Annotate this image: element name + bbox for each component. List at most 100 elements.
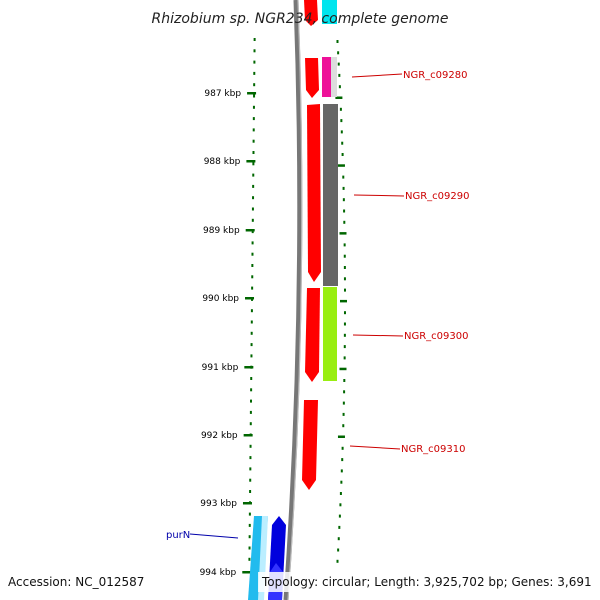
minor-tick [252,151,255,154]
tick-label: 991 kbp [202,363,239,373]
major-tick [245,297,255,300]
tick-label: 989 kbp [203,226,240,236]
minor-tick [250,309,253,313]
gene-feature-magenta [322,57,331,97]
tick-label: 994 kbp [200,568,237,578]
minor-tick [251,241,254,245]
outer-minor-tick [342,186,345,190]
outer-minor-tick [343,288,346,292]
gene-label-NGR_c09290: NGR_c09290 [405,191,470,202]
minor-tick [248,523,251,527]
gene-label-NGR_c09280: NGR_c09280 [403,70,468,81]
outer-minor-tick [340,130,343,134]
outer-major-tick [339,367,347,371]
outer-minor-tick [343,209,346,213]
gene-feature-light [331,57,337,97]
major-tick [242,571,252,574]
minor-tick [249,456,252,460]
minor-tick [251,286,254,290]
outer-minor-tick [342,401,345,405]
outer-minor-tick [343,345,346,349]
outer-minor-tick [339,492,342,495]
minor-tick [250,377,253,380]
minor-tick [250,354,253,358]
gene-label-NGR_c09300: NGR_c09300 [404,331,469,342]
outer-minor-tick [342,412,345,416]
minor-tick [252,162,255,166]
minor-tick [249,467,252,471]
outer-minor-tick [343,356,346,360]
major-tick [243,434,253,437]
gene-feature-cyan [322,0,337,24]
minor-tick [252,105,255,109]
outer-minor-tick [343,220,346,224]
cds-feature [304,0,318,26]
cds-feature [305,288,320,382]
minor-tick [252,173,255,177]
outer-minor-tick [337,62,340,66]
minor-tick [251,218,254,222]
minor-tick [251,264,254,267]
minor-tick [252,139,255,143]
tick-label: 987 kbp [204,89,241,99]
minor-tick [249,410,252,414]
minor-tick [253,38,256,41]
gene-feature-lime [323,287,337,381]
minor-tick [249,444,252,448]
minor-tick [252,196,255,200]
minor-tick [253,71,256,75]
minor-tick [252,117,255,121]
outer-minor-tick [338,525,341,529]
summary-text: Topology: circular; Length: 3,925,702 bp… [261,575,592,589]
minor-tick [248,535,251,539]
minor-tick [253,60,256,64]
summary-background [258,572,600,592]
outer-minor-tick [339,503,342,507]
outer-major-tick [340,299,347,303]
outer-minor-tick [343,266,346,269]
minor-tick [248,557,251,561]
major-tick [242,502,252,505]
minor-tick [248,512,251,516]
tick-label: 992 kbp [201,431,238,441]
major-tick [245,229,255,232]
minor-tick [249,478,252,482]
tick-label: 988 kbp [204,157,241,167]
cds-feature [307,104,321,282]
outer-minor-tick [338,85,341,89]
outer-minor-tick [343,379,346,382]
gene-label-NGR_c09310: NGR_c09310 [401,444,466,455]
outer-major-tick [337,164,345,167]
minor-tick [252,184,255,188]
outer-minor-tick [341,458,344,462]
outer-minor-tick [336,559,339,563]
major-tick [247,92,257,95]
outer-minor-tick [343,311,346,315]
gene-label-purN: purN [166,530,190,541]
minor-tick [250,399,253,403]
outer-minor-tick [343,390,346,394]
outer-minor-tick [341,153,344,156]
major-tick [244,366,254,369]
minor-tick [250,320,253,324]
minor-tick [249,490,252,493]
scale-major-ticks: 987 kbp 988 kbp 989 kbp 990 kbp 991 kbp 992 k… [200,89,257,578]
minor-tick [253,94,256,98]
cds-feature [302,400,318,490]
outer-minor-tick [342,198,345,202]
outer-minor-tick [343,254,346,258]
outer-minor-tick [340,480,343,484]
outer-minor-tick [343,333,346,337]
outer-minor-tick [343,277,346,281]
outer-ring-ticks [335,40,347,563]
genome-backbone-highlight [287,0,303,600]
accession-text: Accession: NC_012587 [8,575,144,589]
outer-minor-tick [336,40,339,43]
outer-minor-tick [337,537,340,541]
label-connectors [189,73,405,539]
outer-minor-tick [341,446,344,450]
cds-track [302,0,321,490]
outer-minor-tick [338,73,341,77]
gene-feature-gray [323,104,338,286]
